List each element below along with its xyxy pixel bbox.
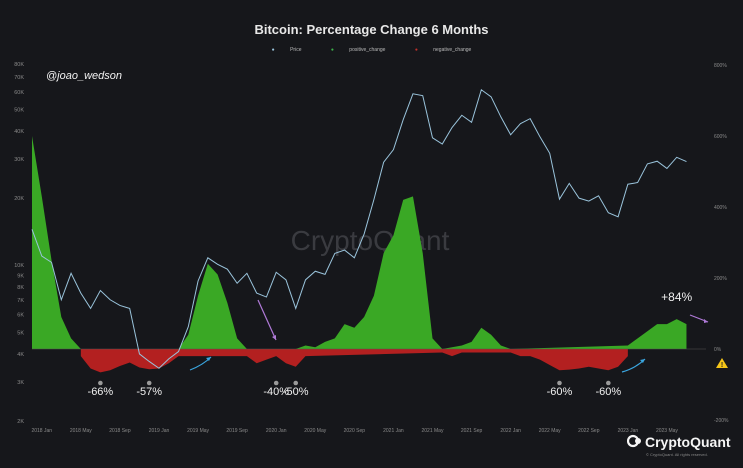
annotation-dot (146, 380, 152, 386)
x-tick: 2023 May (656, 428, 678, 434)
y-right-tick: 200% (714, 276, 727, 282)
y-left-tick: 8K (17, 285, 24, 291)
warning-icon: ! (716, 358, 728, 369)
brand-name: CryptoQuant (645, 434, 731, 450)
x-tick: 2020 May (304, 428, 326, 434)
y-left-tick: 5K (17, 330, 24, 336)
y-left-tick: 80K (14, 62, 24, 68)
x-tick: 2019 May (187, 428, 209, 434)
annotation-arrow (257, 299, 277, 341)
x-tick: 2020 Sep (344, 428, 366, 434)
y-right-tick: 0% (714, 347, 722, 353)
y-left-tick: 50K (14, 107, 24, 113)
copyright: © CryptoQuant. All rights reserved. (646, 452, 708, 457)
x-tick: 2023 Jan (618, 428, 639, 434)
annotation-dot (273, 380, 279, 386)
annotation-arrowhead (640, 359, 645, 363)
annotation-label: -60% (547, 386, 573, 398)
price-line (31, 88, 687, 369)
legend-negative[interactable]: ● negative_change (414, 47, 472, 53)
warning-triangle (716, 358, 728, 368)
annotation-dot (557, 380, 562, 386)
y-right-tick: 400% (714, 205, 727, 211)
cryptoquant-logo-icon (627, 434, 641, 448)
warning-mark: ! (721, 362, 723, 369)
annotation-label: -40% (263, 386, 289, 398)
y-left-tick: 2K (17, 419, 24, 425)
x-tick: 2021 May (422, 428, 444, 434)
legend-positive[interactable]: ● positive_change (330, 47, 386, 53)
annotation-dot (98, 380, 103, 386)
annotation-arrowhead (704, 319, 708, 323)
negative-change-area (80, 349, 628, 373)
watermark-text: CryptoQuant (291, 225, 450, 256)
x-tick: 2019 Sep (226, 428, 248, 434)
annotation-arrowhead (206, 357, 211, 361)
y-left-tick: 70K (14, 75, 24, 81)
y-left-tick: 20K (14, 196, 24, 202)
x-tick: 2022 May (539, 428, 561, 434)
x-tick: 2022 Sep (578, 428, 600, 434)
author-handle: @joao_wedson (46, 70, 122, 82)
x-tick: 2018 Sep (109, 428, 131, 434)
x-tick: 2021 Sep (461, 428, 483, 434)
annotation-label: +84% (661, 290, 692, 304)
y-right-tick: -200% (714, 418, 729, 424)
y-left-tick: 40K (14, 129, 24, 135)
y-left-tick: 4K (17, 352, 24, 358)
x-tick: 2020 Jan (266, 428, 287, 434)
legend-price[interactable]: ● Price (271, 47, 302, 53)
annotation-label: -66% (88, 386, 114, 398)
x-tick: 2021 Jan (383, 428, 404, 434)
x-tick: 2018 May (70, 428, 92, 434)
y-left-tick: 6K (17, 313, 24, 319)
y-left-tick: 7K (17, 298, 24, 304)
annotation-dot (606, 380, 611, 386)
annotation-label: -57% (136, 386, 162, 398)
annotation-label: -60% (595, 386, 621, 398)
x-tick: 2022 Jan (500, 428, 521, 434)
chart-title: Bitcoin: Percentage Change 6 Months (254, 22, 489, 37)
y-left-tick: 60K (14, 90, 24, 96)
annotation-dot (293, 380, 299, 386)
y-right-tick: 800% (714, 63, 727, 69)
x-tick: 2019 Jan (149, 428, 170, 434)
annotation-arrowhead (272, 335, 276, 340)
y-right-tick: 600% (714, 134, 727, 140)
annotation-label: -50% (283, 386, 309, 398)
chart-legend: ● Price ● positive_change ● negative_cha… (0, 47, 743, 53)
y-left-tick: 10K (14, 263, 24, 269)
x-tick: 2018 Jan (31, 428, 52, 434)
y-left-tick: 9K (17, 273, 24, 279)
y-left-tick: 30K (14, 157, 24, 163)
y-left-tick: 3K (17, 380, 24, 386)
